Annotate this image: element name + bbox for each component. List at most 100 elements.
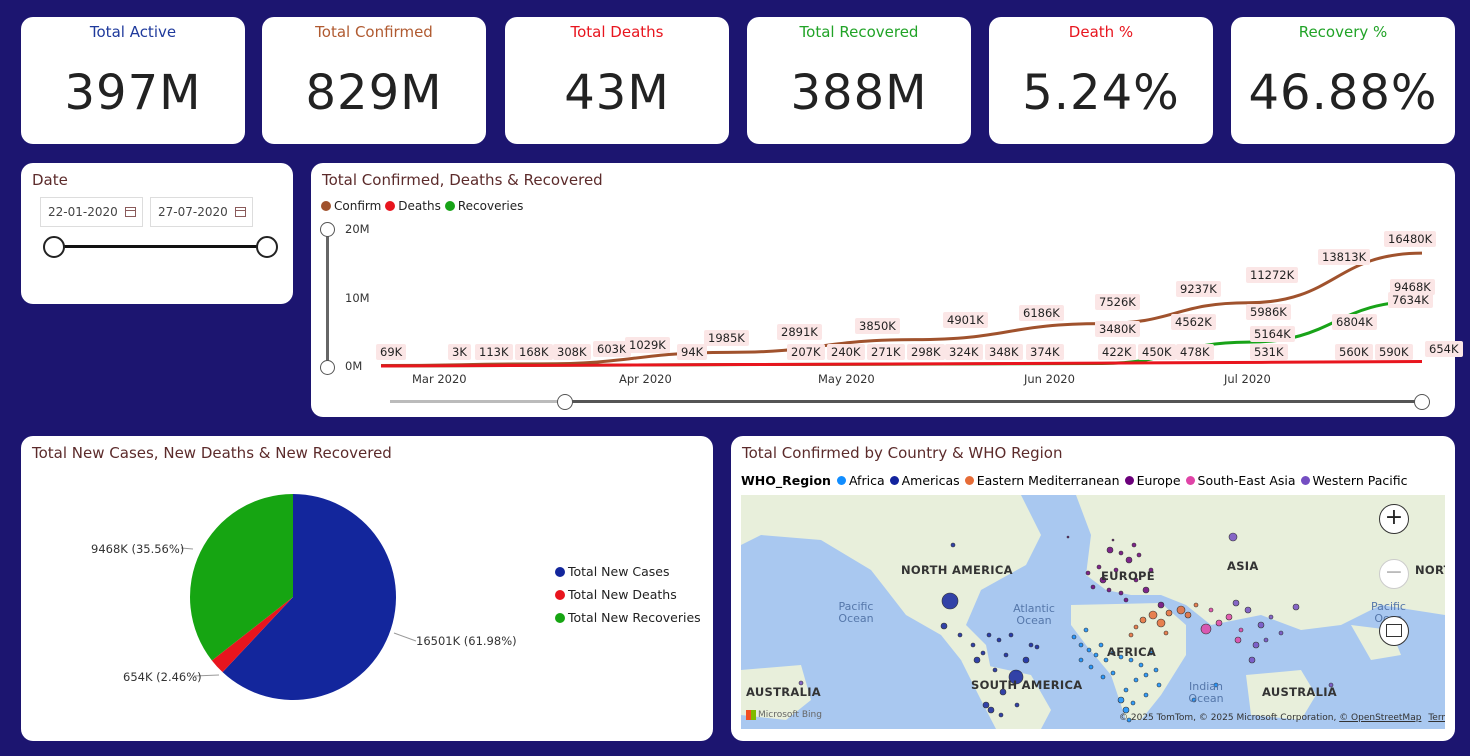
country-bubble[interactable] [1165, 609, 1173, 617]
country-bubble[interactable] [1191, 697, 1197, 703]
country-bubble[interactable] [1213, 682, 1219, 688]
country-bubble[interactable] [1090, 584, 1096, 590]
country-bubble[interactable] [1096, 564, 1102, 570]
country-bubble[interactable] [1232, 599, 1240, 607]
x-zoom-track-left[interactable] [390, 400, 566, 403]
country-bubble[interactable] [1139, 616, 1147, 624]
country-bubble[interactable] [1100, 674, 1106, 680]
country-bubble[interactable] [1133, 577, 1139, 583]
country-bubble[interactable] [1244, 606, 1252, 614]
country-bubble[interactable] [1085, 570, 1091, 576]
date-range-start-handle[interactable] [43, 236, 65, 258]
country-bubble[interactable] [1118, 550, 1124, 556]
country-bubble[interactable] [940, 622, 948, 630]
country-bubble[interactable] [1022, 656, 1030, 664]
map-legend-item[interactable]: Africa [836, 473, 885, 488]
country-bubble[interactable] [998, 712, 1004, 718]
country-bubble[interactable] [1142, 586, 1150, 594]
country-bubble[interactable] [980, 650, 986, 656]
country-bubble[interactable] [1138, 662, 1144, 668]
country-bubble[interactable] [950, 542, 956, 548]
pie-slice-total-new-cases[interactable] [222, 494, 396, 700]
date-range-track[interactable] [54, 245, 267, 248]
country-bubble[interactable] [1071, 634, 1077, 640]
country-bubble[interactable] [957, 632, 963, 638]
country-bubble[interactable] [1148, 610, 1158, 620]
country-bubble[interactable] [1098, 642, 1104, 648]
country-bubble[interactable] [1078, 642, 1084, 648]
start-date-input[interactable]: 22-01-2020 [40, 197, 143, 227]
country-bubble[interactable] [999, 688, 1007, 696]
country-bubble[interactable] [1215, 619, 1223, 627]
country-bubble[interactable] [1234, 636, 1242, 644]
country-bubble[interactable] [1083, 627, 1089, 633]
y-zoom-track[interactable] [326, 229, 329, 367]
legend-item[interactable]: Recoveries [444, 199, 523, 213]
country-bubble[interactable] [986, 632, 992, 638]
series-line-deaths[interactable] [380, 360, 1423, 368]
country-bubble[interactable] [1003, 652, 1009, 658]
country-bubble[interactable] [1257, 621, 1265, 629]
country-bubble[interactable] [1131, 542, 1137, 548]
x-zoom-right-handle[interactable] [1414, 394, 1430, 410]
terms-link[interactable]: Terms [1428, 713, 1445, 723]
country-bubble[interactable] [1143, 692, 1149, 698]
pie-slice-total-new-recoveries[interactable] [190, 494, 293, 661]
pie-legend-item[interactable]: Total New Recoveries [555, 610, 701, 625]
country-bubble[interactable] [982, 701, 990, 709]
country-bubble[interactable] [1113, 567, 1119, 573]
country-bubble[interactable] [1225, 613, 1233, 621]
country-bubble[interactable] [1136, 552, 1142, 558]
country-bubble[interactable] [1176, 605, 1186, 615]
country-bubble[interactable] [1123, 597, 1129, 603]
country-bubble[interactable] [1128, 632, 1134, 638]
map-legend-item[interactable]: Americas [889, 473, 960, 488]
country-bubble[interactable] [1156, 682, 1162, 688]
country-bubble[interactable] [1088, 664, 1094, 670]
calendar-icon[interactable] [235, 207, 246, 217]
country-bubble[interactable] [1066, 535, 1070, 539]
zoom-out-button[interactable]: − [1379, 559, 1409, 589]
osm-link[interactable]: © OpenStreetMap [1339, 713, 1422, 723]
country-bubble[interactable] [1252, 641, 1260, 649]
country-bubble[interactable] [1148, 567, 1154, 573]
country-bubble[interactable] [1118, 654, 1124, 660]
pie-legend-item[interactable]: Total New Cases [555, 564, 701, 579]
country-bubble[interactable] [1028, 642, 1034, 648]
country-bubble[interactable] [941, 592, 959, 610]
date-range-end-handle[interactable] [256, 236, 278, 258]
y-zoom-top-handle[interactable] [320, 222, 335, 237]
country-bubble[interactable] [992, 667, 998, 673]
country-bubble[interactable] [1328, 682, 1334, 688]
country-bubble[interactable] [1133, 677, 1139, 683]
country-bubble[interactable] [1208, 607, 1214, 613]
country-bubble[interactable] [798, 680, 804, 686]
country-bubble[interactable] [1008, 632, 1014, 638]
country-bubble[interactable] [1034, 644, 1040, 650]
country-bubble[interactable] [1126, 717, 1132, 723]
country-bubble[interactable] [1093, 652, 1099, 658]
zoom-in-button[interactable]: + [1379, 504, 1409, 534]
country-bubble[interactable] [1157, 601, 1165, 609]
country-bubble[interactable] [1248, 656, 1256, 664]
pie-legend-item[interactable]: Total New Deaths [555, 587, 701, 602]
country-bubble[interactable] [1118, 590, 1124, 596]
country-bubble[interactable] [1228, 532, 1238, 542]
country-bubble[interactable] [1123, 687, 1129, 693]
country-bubble[interactable] [1008, 669, 1024, 685]
country-bubble[interactable] [1130, 700, 1136, 706]
calendar-icon[interactable] [125, 207, 136, 217]
country-bubble[interactable] [970, 642, 976, 648]
map-legend-item[interactable]: Europe [1124, 473, 1181, 488]
country-bubble[interactable] [1110, 650, 1116, 656]
country-bubble[interactable] [1268, 614, 1274, 620]
country-bubble[interactable] [1111, 538, 1115, 542]
legend-item[interactable]: Confirm [321, 199, 381, 213]
country-bubble[interactable] [1193, 602, 1199, 608]
pie-slice-total-new-deaths[interactable] [211, 597, 293, 673]
country-bubble[interactable] [1278, 630, 1284, 636]
country-bubble[interactable] [1156, 618, 1166, 628]
select-region-button[interactable] [1379, 616, 1409, 646]
country-bubble[interactable] [1153, 667, 1159, 673]
map-legend-item[interactable]: South-East Asia [1185, 473, 1296, 488]
